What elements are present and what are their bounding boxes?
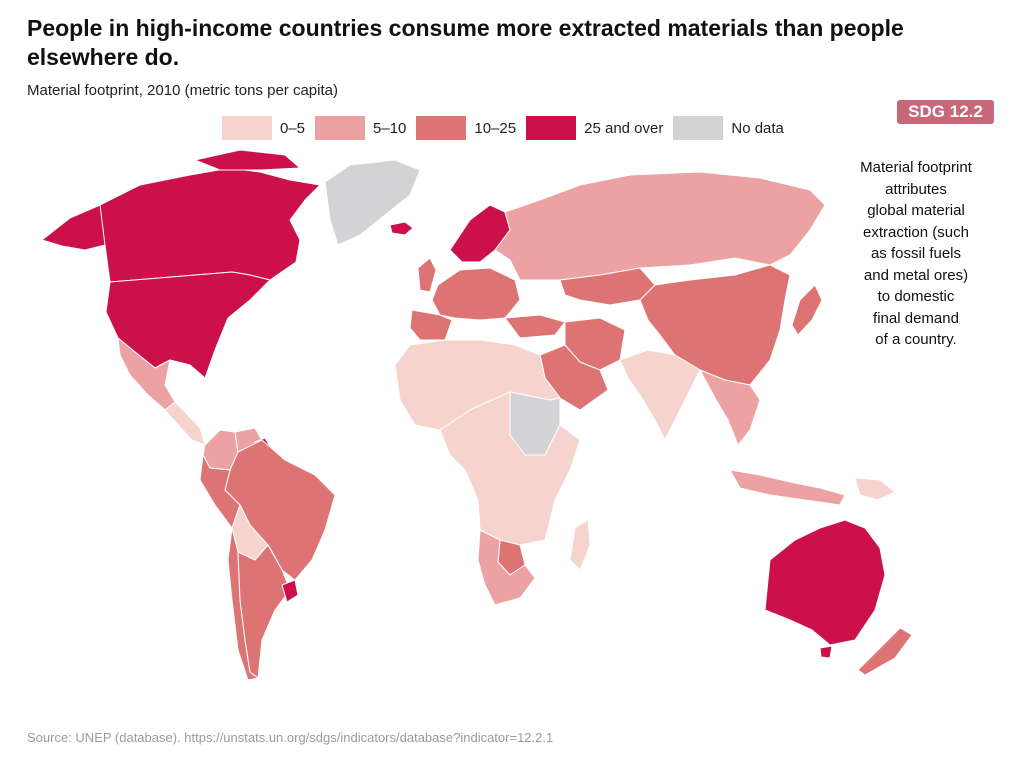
map-region-turkey	[504, 314, 566, 339]
map-region-papua-new-guinea	[854, 477, 896, 501]
world-map	[41, 150, 913, 681]
map-region-madagascar	[569, 519, 591, 571]
map-region-canada	[99, 167, 321, 283]
map-region-japan	[791, 284, 823, 336]
map-region-indonesia	[729, 469, 846, 506]
map-region-new-zealand	[857, 627, 913, 676]
map-region-uruguay	[281, 579, 299, 603]
legend-swatch	[526, 116, 577, 140]
legend-item-10-25: 10–25	[416, 116, 516, 140]
legend-swatch	[222, 116, 272, 140]
map-region-china	[639, 264, 791, 386]
legend-swatch	[416, 116, 467, 140]
explanatory-note: Material footprint attributes global mat…	[860, 159, 972, 348]
legend-label: 25 and over	[584, 119, 664, 137]
map-region-greenland	[324, 159, 421, 246]
legend-item-5-10: 5–10	[315, 116, 406, 140]
map-region-tasmania	[819, 645, 833, 659]
map-region-south-africa	[477, 529, 536, 606]
source-citation: Source: UNEP (database). https://unstats…	[27, 730, 554, 745]
map-region-central-africa	[439, 391, 581, 546]
legend-label: 5–10	[373, 119, 407, 137]
legend-label: 0–5	[280, 119, 306, 137]
map-region-russia	[494, 171, 826, 281]
legend-item-0-5: 0–5	[222, 116, 305, 140]
map-region-western-europe	[431, 267, 521, 321]
map-region-southeast-asia	[699, 369, 761, 446]
legend-item-no-data: No data	[673, 116, 784, 140]
legend-swatch	[315, 116, 366, 140]
map-region-central-america	[164, 401, 206, 446]
sdg-badge: SDG 12.2	[897, 100, 994, 124]
legend-swatch	[673, 116, 724, 140]
map-region-india	[619, 349, 701, 441]
map-region-uk	[417, 257, 437, 293]
legend-label: No data	[731, 119, 784, 137]
legend-label: 10–25	[474, 119, 517, 137]
map-region-argentina	[237, 544, 291, 679]
legend-item-25-over: 25 and over	[526, 116, 663, 140]
map-region-iceland	[389, 221, 414, 236]
map-region-arctic-islands	[194, 150, 301, 171]
map-subtitle: Material footprint, 2010 (metric tons pe…	[27, 82, 338, 99]
page-title: People in high-income countries consume …	[27, 15, 904, 70]
legend: 0–5 5–10 10–25 25 and over No data	[222, 116, 794, 140]
map-region-australia	[764, 519, 886, 646]
